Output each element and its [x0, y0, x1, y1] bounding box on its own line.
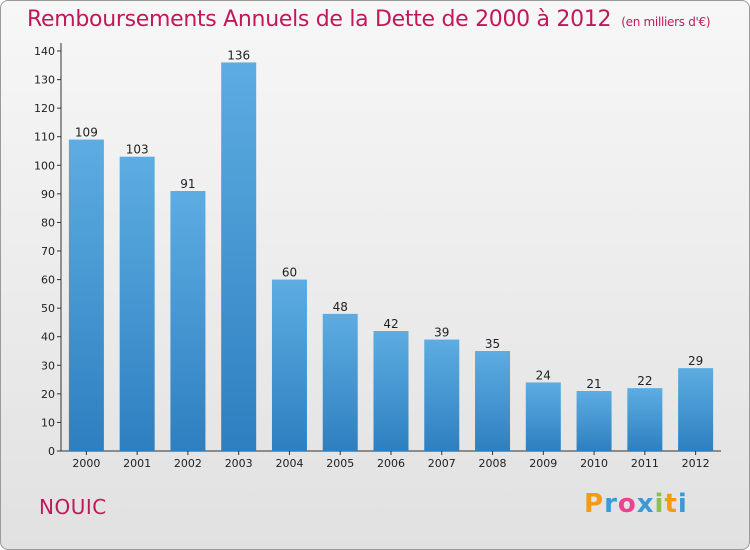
value-label-2011: 22 [637, 374, 652, 388]
y-tick-label: 140 [34, 45, 55, 58]
value-label-2010: 21 [586, 377, 601, 391]
y-tick-label: 90 [41, 188, 55, 201]
y-tick-label: 110 [34, 131, 55, 144]
y-tick-label: 20 [41, 388, 55, 401]
x-tick-label-2002: 2002 [174, 457, 202, 470]
x-tick-label-2010: 2010 [580, 457, 608, 470]
y-tick-label: 50 [41, 302, 55, 315]
value-label-2007: 39 [434, 326, 449, 340]
bar-2000 [68, 139, 104, 452]
y-tick-label: 120 [34, 102, 55, 115]
value-label-2008: 35 [485, 337, 500, 351]
logo-letter: o [617, 489, 637, 519]
bar-2009 [525, 382, 561, 451]
bar-2002 [170, 191, 206, 451]
bar-2012 [678, 368, 714, 451]
value-label-2002: 91 [180, 177, 195, 191]
value-label-2005: 48 [333, 300, 348, 314]
x-tick-label-2004: 2004 [275, 457, 303, 470]
bar-2011 [627, 388, 663, 451]
x-tick-label-2008: 2008 [479, 457, 507, 470]
value-label-2001: 103 [126, 143, 149, 157]
y-tick-label: 30 [41, 359, 55, 372]
logo-letter: t [664, 489, 678, 519]
bar-2004 [271, 279, 307, 451]
value-label-2006: 42 [383, 317, 398, 331]
value-label-2009: 24 [536, 368, 551, 382]
logo-letter: i [677, 489, 688, 519]
y-tick-label: 10 [41, 416, 55, 429]
y-tick-label: 0 [48, 445, 55, 458]
bar-2010 [576, 391, 612, 451]
chart-title: Remboursements Annuels de la Dette de 20… [27, 7, 711, 32]
value-label-2004: 60 [282, 266, 297, 280]
bar-2006 [373, 331, 409, 451]
x-tick-label-2005: 2005 [326, 457, 354, 470]
y-tick-label: 60 [41, 274, 55, 287]
logo-letter: x [636, 489, 655, 519]
x-tick-label-2000: 2000 [72, 457, 100, 470]
x-tick-label-2006: 2006 [377, 457, 405, 470]
bar-2003 [221, 62, 257, 452]
y-tick-label: 40 [41, 331, 55, 344]
value-label-2003: 136 [227, 48, 250, 62]
x-tick-label-2012: 2012 [682, 457, 710, 470]
logo-letter: r [604, 489, 618, 519]
value-label-2000: 109 [75, 126, 98, 140]
y-tick-label: 100 [34, 159, 55, 172]
bar-2007 [424, 339, 460, 451]
x-tick-label-2009: 2009 [529, 457, 557, 470]
x-tick-label-2007: 2007 [428, 457, 456, 470]
proxiti-logo: Proxiti [584, 489, 688, 519]
y-tick-label: 70 [41, 245, 55, 258]
bar-2005 [322, 313, 358, 451]
x-tick-label-2003: 2003 [225, 457, 253, 470]
unit-note: (en milliers d'€) [621, 15, 711, 29]
x-tick-label-2011: 2011 [631, 457, 659, 470]
logo-letter: i [654, 489, 665, 519]
x-tick-label-2001: 2001 [123, 457, 151, 470]
value-label-2012: 29 [688, 354, 703, 368]
y-tick-label: 130 [34, 74, 55, 87]
bar-2008 [475, 351, 511, 451]
logo-letter: P [584, 489, 605, 519]
y-tick-label: 80 [41, 216, 55, 229]
commune-name: NOUIC [39, 495, 107, 519]
bar-2001 [119, 156, 155, 451]
